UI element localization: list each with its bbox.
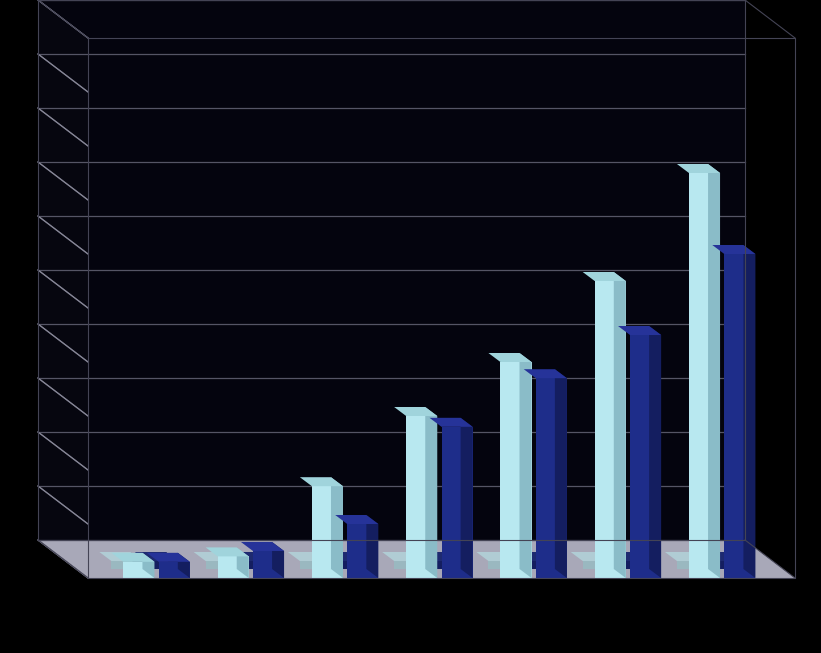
Polygon shape (488, 353, 531, 362)
Polygon shape (700, 552, 743, 561)
Polygon shape (429, 561, 461, 569)
Polygon shape (583, 561, 614, 569)
Polygon shape (355, 552, 366, 569)
Polygon shape (713, 561, 743, 569)
Polygon shape (300, 477, 343, 486)
Polygon shape (713, 245, 755, 254)
Polygon shape (335, 515, 378, 524)
Polygon shape (637, 552, 649, 569)
Polygon shape (38, 540, 795, 578)
Polygon shape (418, 552, 461, 561)
Polygon shape (394, 561, 425, 569)
Polygon shape (618, 326, 661, 335)
Polygon shape (241, 542, 284, 551)
Polygon shape (178, 553, 190, 578)
Polygon shape (394, 407, 438, 416)
Polygon shape (229, 552, 272, 561)
Polygon shape (347, 524, 378, 578)
Polygon shape (253, 551, 284, 578)
Polygon shape (476, 552, 520, 561)
Polygon shape (520, 353, 531, 578)
Polygon shape (135, 552, 178, 561)
Polygon shape (649, 326, 661, 578)
Polygon shape (260, 552, 272, 569)
Polygon shape (205, 547, 249, 556)
Polygon shape (312, 486, 343, 578)
Polygon shape (147, 553, 190, 562)
Polygon shape (442, 427, 473, 578)
Polygon shape (708, 164, 720, 578)
Polygon shape (511, 552, 555, 561)
Polygon shape (382, 552, 425, 561)
Polygon shape (272, 542, 284, 578)
Polygon shape (488, 561, 520, 569)
Polygon shape (205, 561, 236, 569)
Polygon shape (236, 547, 249, 578)
Polygon shape (194, 552, 236, 561)
Polygon shape (331, 477, 343, 578)
Polygon shape (724, 254, 755, 578)
Polygon shape (131, 552, 143, 569)
Polygon shape (406, 416, 438, 578)
Polygon shape (143, 553, 154, 578)
Polygon shape (112, 553, 154, 562)
Polygon shape (555, 369, 566, 578)
Polygon shape (99, 552, 143, 561)
Polygon shape (696, 552, 708, 569)
Polygon shape (583, 272, 626, 281)
Polygon shape (218, 556, 249, 578)
Polygon shape (594, 281, 626, 578)
Polygon shape (425, 407, 438, 578)
Polygon shape (429, 418, 473, 427)
Polygon shape (677, 561, 708, 569)
Polygon shape (606, 552, 649, 561)
Polygon shape (524, 561, 555, 569)
Polygon shape (241, 561, 272, 569)
Polygon shape (543, 552, 555, 569)
Polygon shape (123, 562, 154, 578)
Polygon shape (614, 272, 626, 578)
Polygon shape (448, 552, 461, 569)
Polygon shape (524, 369, 566, 378)
Polygon shape (38, 0, 745, 540)
Polygon shape (158, 562, 190, 578)
Polygon shape (743, 245, 755, 578)
Polygon shape (323, 552, 366, 561)
Polygon shape (225, 552, 236, 569)
Polygon shape (732, 552, 743, 569)
Polygon shape (507, 552, 520, 569)
Polygon shape (112, 561, 143, 569)
Polygon shape (300, 561, 331, 569)
Polygon shape (335, 561, 366, 569)
Polygon shape (38, 0, 88, 578)
Polygon shape (319, 552, 331, 569)
Polygon shape (689, 173, 720, 578)
Polygon shape (501, 362, 531, 578)
Polygon shape (147, 561, 178, 569)
Polygon shape (536, 378, 566, 578)
Polygon shape (166, 552, 178, 569)
Polygon shape (602, 552, 614, 569)
Polygon shape (630, 335, 661, 578)
Polygon shape (413, 552, 425, 569)
Polygon shape (366, 515, 378, 578)
Polygon shape (677, 164, 720, 173)
Polygon shape (288, 552, 331, 561)
Polygon shape (665, 552, 708, 561)
Polygon shape (618, 561, 649, 569)
Polygon shape (571, 552, 614, 561)
Polygon shape (461, 418, 473, 578)
